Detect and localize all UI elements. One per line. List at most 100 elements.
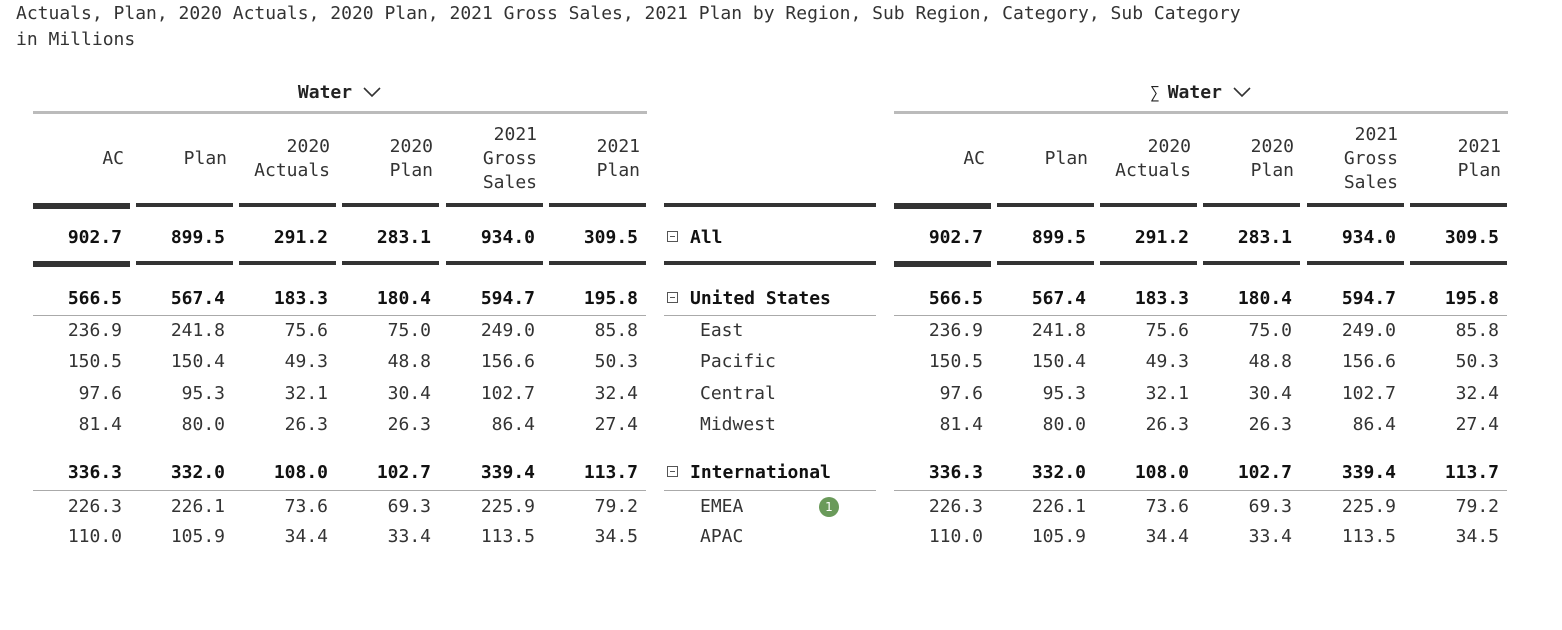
cell-2020-actuals: 183.3	[1134, 288, 1189, 309]
cell-2021-gross-sales: 86.4	[491, 414, 535, 435]
cell-2020-plan: 102.7	[376, 462, 431, 483]
cell-ac: 566.5	[928, 288, 983, 309]
cell-plan: 150.4	[170, 351, 225, 372]
cell-ac: 336.3	[67, 462, 122, 483]
right-measure-group-header[interactable]: ∑ Water	[894, 80, 1508, 104]
cell-2021-gross-sales: 102.7	[480, 383, 535, 404]
cell-ac: 81.4	[78, 414, 122, 435]
group-separator	[33, 490, 646, 491]
cell-2021-gross-sales: 156.6	[1341, 351, 1396, 372]
column-header-2021-gross-sales[interactable]: 2021 Gross Sales	[1343, 124, 1398, 193]
total-underline	[136, 261, 233, 265]
column-header-2021-plan[interactable]: 2021 Plan	[1457, 136, 1501, 181]
cell-ac: 902.7	[928, 227, 983, 248]
chevron-down-icon[interactable]	[362, 85, 382, 99]
column-header-2020-actuals[interactable]: 2020 Actuals	[1115, 136, 1191, 181]
cell-2020-plan: 48.8	[1248, 351, 1292, 372]
cell-2021-gross-sales: 594.7	[480, 288, 535, 309]
cell-2021-plan: 32.4	[594, 383, 638, 404]
column-header-plan[interactable]: Plan	[183, 148, 227, 169]
column-header-2020-plan[interactable]: 2020 Plan	[389, 136, 433, 181]
cell-plan: 105.9	[170, 526, 225, 547]
cell-2020-actuals: 26.3	[1145, 414, 1189, 435]
cell-2020-actuals: 108.0	[273, 462, 328, 483]
left-group-divider	[33, 111, 647, 114]
cell-ac: 236.9	[928, 320, 983, 341]
column-header-plan[interactable]: Plan	[1044, 148, 1088, 169]
cell-2020-actuals: 75.6	[284, 320, 328, 341]
left-group-label: Water	[297, 81, 353, 103]
table-row[interactable]: 110.0 105.9 34.4 33.4 113.5 34.5 APAC 11…	[0, 521, 1562, 552]
header-underline	[997, 203, 1094, 207]
cell-2021-gross-sales: 339.4	[480, 462, 535, 483]
chart-subtitle: in Millions	[16, 29, 136, 50]
table-row[interactable]: 236.9 241.8 75.6 75.0 249.0 85.8 East 23…	[0, 315, 1562, 346]
cell-2020-plan: 180.4	[1237, 288, 1292, 309]
cell-2021-plan: 195.8	[1444, 288, 1499, 309]
table-row[interactable]: 150.5 150.4 49.3 48.8 156.6 50.3 Pacific…	[0, 346, 1562, 377]
cell-2021-gross-sales: 156.6	[480, 351, 535, 372]
cell-ac: 97.6	[78, 383, 122, 404]
column-header-ac[interactable]: AC	[102, 148, 124, 169]
header-underline	[1307, 203, 1404, 207]
cell-2020-actuals: 291.2	[273, 227, 328, 248]
table-row[interactable]: 566.5 567.4 183.3 180.4 594.7 195.8 Unit…	[0, 283, 1562, 314]
group-separator	[894, 315, 1507, 316]
cell-2020-actuals: 32.1	[1145, 383, 1189, 404]
total-underline	[664, 261, 876, 265]
chevron-down-icon[interactable]	[1232, 85, 1252, 99]
total-underline	[239, 261, 336, 265]
total-underline	[342, 261, 439, 265]
header-underline	[33, 203, 130, 209]
sigma-icon: ∑	[1150, 82, 1160, 102]
cell-2021-plan: 113.7	[1444, 462, 1499, 483]
cell-plan: 567.4	[1031, 288, 1086, 309]
cell-2021-gross-sales: 249.0	[480, 320, 535, 341]
cell-2020-plan: 48.8	[387, 351, 431, 372]
row-label: United States	[690, 288, 831, 309]
cell-2020-plan: 30.4	[1248, 383, 1292, 404]
collapse-icon[interactable]	[667, 231, 678, 242]
table-row[interactable]: 226.3 226.1 73.6 69.3 225.9 79.2 EMEA 1 …	[0, 491, 1562, 522]
cell-plan: 105.9	[1031, 526, 1086, 547]
column-header-2021-plan[interactable]: 2021 Plan	[596, 136, 640, 181]
group-separator	[33, 315, 646, 316]
cell-2020-plan: 69.3	[387, 496, 431, 517]
cell-2020-actuals: 32.1	[284, 383, 328, 404]
table-row[interactable]: 902.7 899.5 291.2 283.1 934.0 309.5 All …	[0, 222, 1562, 253]
cell-2020-actuals: 108.0	[1134, 462, 1189, 483]
table-row[interactable]: 81.4 80.0 26.3 26.3 86.4 27.4 Midwest 81…	[0, 409, 1562, 440]
cell-plan: 226.1	[1031, 496, 1086, 517]
cell-ac: 97.6	[939, 383, 983, 404]
right-group-label: Water	[1167, 81, 1222, 103]
table-row[interactable]: 336.3 332.0 108.0 102.7 339.4 113.7 Inte…	[0, 457, 1562, 488]
total-underline	[1410, 261, 1507, 265]
row-label: All	[690, 227, 723, 248]
table-row[interactable]: 97.6 95.3 32.1 30.4 102.7 32.4 Central 9…	[0, 378, 1562, 409]
cell-2021-plan: 309.5	[583, 227, 638, 248]
column-header-2020-actuals[interactable]: 2020 Actuals	[254, 136, 330, 181]
total-underline	[549, 261, 646, 265]
column-header-2020-plan[interactable]: 2020 Plan	[1250, 136, 1294, 181]
cell-2021-gross-sales: 113.5	[480, 526, 535, 547]
cell-2020-plan: 26.3	[387, 414, 431, 435]
cell-2021-gross-sales: 594.7	[1341, 288, 1396, 309]
header-underline	[1100, 203, 1197, 207]
left-measure-group-header[interactable]: Water	[33, 80, 647, 104]
total-underline	[446, 261, 543, 265]
cell-2020-plan: 33.4	[387, 526, 431, 547]
comment-badge[interactable]: 1	[819, 497, 839, 517]
cell-2020-plan: 102.7	[1237, 462, 1292, 483]
cell-ac: 336.3	[928, 462, 983, 483]
collapse-icon[interactable]	[667, 292, 678, 303]
cell-plan: 567.4	[170, 288, 225, 309]
column-header-ac[interactable]: AC	[963, 148, 985, 169]
header-underline	[1203, 203, 1300, 207]
row-label: EMEA	[700, 496, 744, 517]
column-header-2021-gross-sales[interactable]: 2021 Gross Sales	[482, 124, 537, 193]
cell-2021-gross-sales: 102.7	[1341, 383, 1396, 404]
collapse-icon[interactable]	[667, 466, 678, 477]
right-group-divider	[894, 111, 1508, 114]
total-underline	[1100, 261, 1197, 265]
cell-plan: 899.5	[170, 227, 225, 248]
